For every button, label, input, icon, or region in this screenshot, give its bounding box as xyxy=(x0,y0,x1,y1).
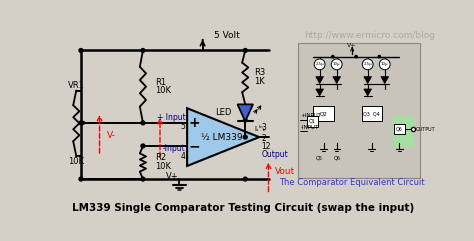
Circle shape xyxy=(79,177,83,181)
Polygon shape xyxy=(381,77,389,84)
Text: Q3  Q4: Q3 Q4 xyxy=(363,111,380,116)
Circle shape xyxy=(314,59,325,70)
Text: 4: 4 xyxy=(181,152,186,161)
Text: 5 Volt: 5 Volt xyxy=(214,31,240,40)
Circle shape xyxy=(332,55,334,58)
FancyBboxPatch shape xyxy=(298,43,420,178)
Text: 10K: 10K xyxy=(155,86,171,95)
Text: OUTPUT: OUTPUT xyxy=(416,127,436,132)
Circle shape xyxy=(141,177,145,181)
Circle shape xyxy=(141,144,145,148)
FancyBboxPatch shape xyxy=(307,116,318,127)
Text: R3: R3 xyxy=(255,68,266,77)
Text: The Comparator Equivalent Circuit: The Comparator Equivalent Circuit xyxy=(279,178,425,187)
Text: http://www.ermicro.com/blog: http://www.ermicro.com/blog xyxy=(304,31,435,40)
Circle shape xyxy=(141,121,145,125)
Circle shape xyxy=(79,48,83,52)
Circle shape xyxy=(79,121,83,125)
Text: Vout: Vout xyxy=(275,167,295,176)
Text: −: − xyxy=(188,139,200,153)
Text: Output: Output xyxy=(262,150,288,159)
Text: LED: LED xyxy=(215,108,231,117)
Text: 5: 5 xyxy=(181,122,186,131)
Text: Q6: Q6 xyxy=(333,156,340,161)
Text: 2.5μ: 2.5μ xyxy=(315,62,324,66)
Text: V-: V- xyxy=(107,131,116,140)
Text: -Input: -Input xyxy=(163,144,186,153)
Text: +: + xyxy=(188,116,200,130)
Polygon shape xyxy=(333,77,341,84)
Text: ½ LM339: ½ LM339 xyxy=(201,133,243,142)
Text: 1K: 1K xyxy=(255,77,265,86)
Text: Q1: Q1 xyxy=(309,119,316,124)
Circle shape xyxy=(378,55,381,58)
Polygon shape xyxy=(316,77,324,84)
Circle shape xyxy=(243,48,247,52)
Text: V+: V+ xyxy=(347,43,357,47)
FancyBboxPatch shape xyxy=(362,106,382,121)
Polygon shape xyxy=(316,89,324,96)
Text: Q5: Q5 xyxy=(316,156,323,161)
Text: + Input: + Input xyxy=(157,113,186,122)
Circle shape xyxy=(355,55,357,58)
Text: R1: R1 xyxy=(155,78,166,87)
Text: 2.5μ: 2.5μ xyxy=(364,62,372,66)
Text: +INPUT: +INPUT xyxy=(300,114,321,118)
Text: R2: R2 xyxy=(155,153,166,162)
FancyBboxPatch shape xyxy=(392,116,414,147)
Text: V+: V+ xyxy=(166,172,179,181)
Circle shape xyxy=(141,48,145,52)
Polygon shape xyxy=(237,104,253,121)
Circle shape xyxy=(243,135,247,139)
Polygon shape xyxy=(187,108,259,166)
Polygon shape xyxy=(364,77,372,84)
Text: VR1: VR1 xyxy=(68,81,85,90)
Text: -INPUT: -INPUT xyxy=(300,125,319,130)
Text: 10μ: 10μ xyxy=(333,62,340,66)
Text: Q2: Q2 xyxy=(319,111,328,116)
Text: 10K: 10K xyxy=(155,162,171,171)
Text: 12: 12 xyxy=(262,142,271,151)
Text: 10K: 10K xyxy=(68,157,84,166)
Text: LM339 Single Comparator Testing Circuit (swap the input): LM339 Single Comparator Testing Circuit … xyxy=(72,203,414,213)
FancyBboxPatch shape xyxy=(394,124,405,134)
Circle shape xyxy=(331,59,342,70)
FancyBboxPatch shape xyxy=(313,106,334,121)
Text: Q6: Q6 xyxy=(396,127,403,132)
Circle shape xyxy=(243,177,247,181)
Text: Iₛᴵⁿₖ: Iₛᴵⁿₖ xyxy=(255,126,266,132)
Text: 3: 3 xyxy=(262,123,266,132)
Polygon shape xyxy=(364,89,372,96)
Circle shape xyxy=(379,59,390,70)
Text: 10μ: 10μ xyxy=(381,62,389,66)
Circle shape xyxy=(362,59,373,70)
Text: 2: 2 xyxy=(262,134,266,143)
